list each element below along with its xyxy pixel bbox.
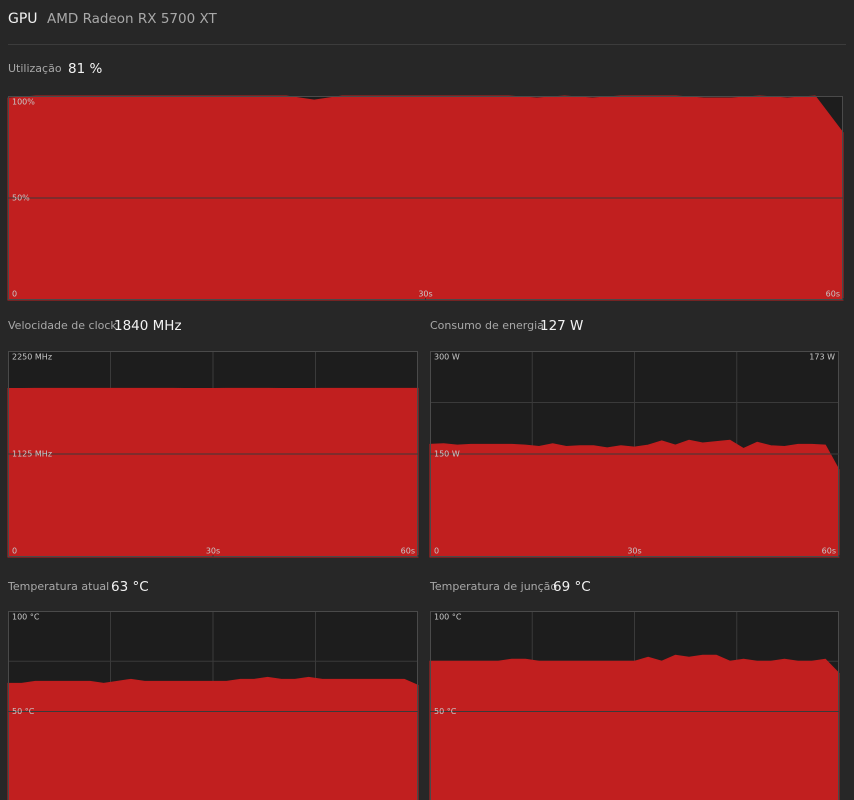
- x-tick-label: 30s: [418, 290, 432, 299]
- y-tick-label: 50 °C: [12, 707, 35, 716]
- area: [429, 654, 840, 800]
- y-tick-label: 50 °C: [434, 707, 457, 716]
- area: [7, 387, 419, 558]
- header-title: GPU: [8, 11, 38, 27]
- panel-value: 69 °C: [553, 579, 591, 595]
- x-tick-label: 60s: [401, 547, 415, 556]
- panel-label: Consumo de energia: [430, 319, 544, 332]
- y-tick-label: 2250 MHz: [12, 353, 52, 362]
- area: [7, 676, 419, 800]
- x-tick-label: 60s: [826, 290, 840, 299]
- y-tick-label: 100%: [12, 98, 35, 107]
- y-tick-label: 50%: [12, 194, 30, 203]
- x-tick-label: 60s: [822, 547, 836, 556]
- area: [429, 439, 840, 558]
- y-tick-label: 300 W: [434, 353, 460, 362]
- panel-label: Utilização: [8, 62, 62, 75]
- max-annotation: 173 W: [809, 353, 835, 362]
- y-tick-label: 1125 MHz: [12, 450, 52, 459]
- header-subtitle: AMD Radeon RX 5700 XT: [47, 11, 217, 27]
- panel-label: Temperatura de junção: [429, 580, 557, 593]
- y-tick-label: 100 °C: [434, 613, 462, 622]
- panel-value: 127 W: [540, 318, 583, 334]
- panel-label: Velocidade de clock: [8, 319, 117, 332]
- y-tick-label: 0: [12, 290, 17, 299]
- y-tick-label: 150 W: [434, 450, 460, 459]
- y-tick-label: 0: [12, 547, 17, 556]
- panel-value: 81 %: [68, 61, 102, 77]
- x-tick-label: 30s: [206, 547, 220, 556]
- panel-value: 63 °C: [111, 579, 149, 595]
- panel-value: 1840 MHz: [114, 318, 182, 334]
- y-tick-label: 0: [434, 547, 439, 556]
- y-tick-label: 100 °C: [12, 613, 40, 622]
- panel-label: Temperatura atual: [7, 580, 109, 593]
- x-tick-label: 30s: [627, 547, 641, 556]
